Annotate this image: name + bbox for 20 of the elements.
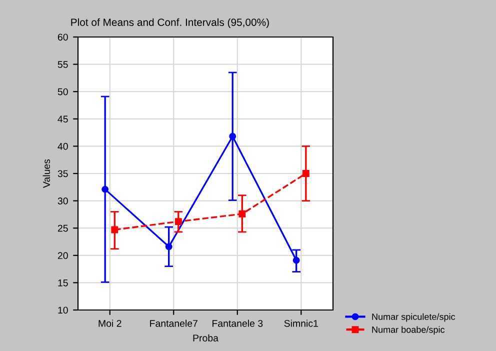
x-tick-label: Moi 2: [98, 320, 122, 327]
x-tick-label: Fantanele7: [150, 320, 198, 327]
y-tick-label: 35: [58, 170, 68, 178]
y-tick-label: 30: [58, 198, 68, 204]
y-tick-label: 25: [58, 224, 68, 232]
y-tick-label: 50: [58, 88, 68, 96]
x-axis-title: Proba: [193, 334, 218, 342]
y-tick-label: 20: [58, 252, 68, 260]
y-tick-label: 55: [58, 61, 68, 68]
x-tick-label: Fantanele 3: [212, 320, 263, 327]
legend-label: Numar boabe/spic: [372, 326, 445, 335]
y-tick-label: 10: [58, 306, 68, 314]
chart-title: Plot of Means and Conf. Intervals (95,00%): [71, 18, 269, 28]
legend-label: Numar spiculete/spic: [372, 313, 456, 322]
y-tick-label: 15: [58, 280, 68, 286]
y-axis-title: Values: [42, 159, 50, 188]
y-tick-label: 45: [58, 116, 68, 123]
x-tick-label: Simnic1: [284, 320, 318, 327]
y-tick-label: 40: [58, 142, 68, 150]
y-tick-label: 60: [58, 34, 68, 41]
